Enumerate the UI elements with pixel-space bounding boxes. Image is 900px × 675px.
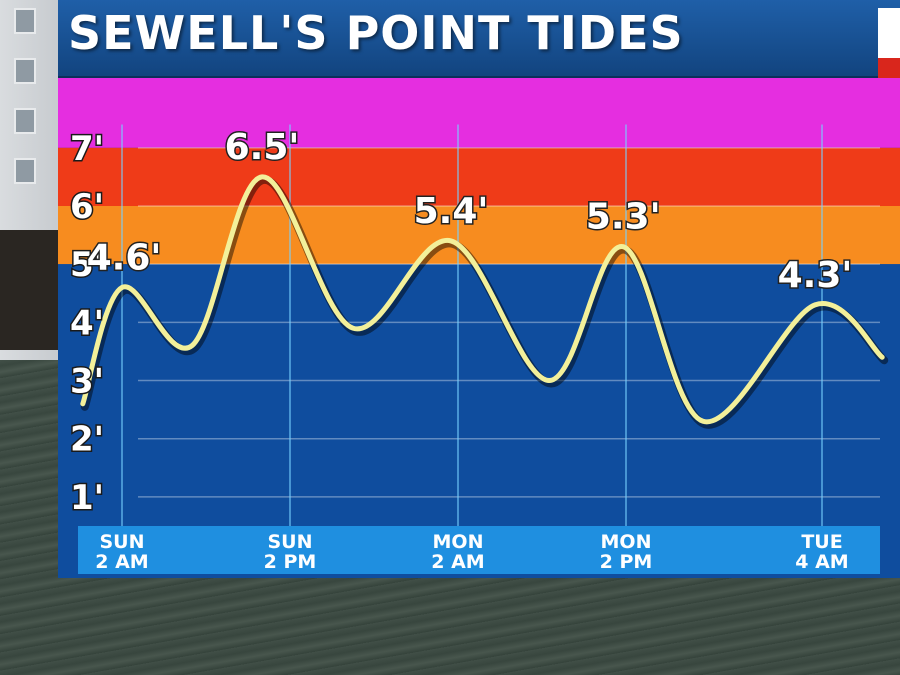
data-label: 4.6' [87,237,162,278]
building-window [14,8,36,34]
data-label: 5.4' [414,191,489,232]
x-tick-day-label: SUN [267,531,312,553]
y-tick-label: 6' [70,187,104,227]
data-label: 4.3' [778,255,853,296]
risk-band-1 [58,147,900,206]
x-tick-time-label: 2 PM [264,551,317,573]
risk-band-2 [58,206,900,265]
y-tick-label: 7' [70,129,104,169]
x-axis-bar [78,526,880,574]
x-tick-time-label: 2 AM [95,551,148,573]
x-tick-time-label: 2 AM [431,551,484,573]
title-bar: SEWELL'S POINT TIDES [58,0,900,84]
x-tick-day-label: SUN [99,531,144,553]
building-window [14,108,36,134]
y-axis-labels: 1' 2' 3' 4' 5' 6' 7' [69,127,106,519]
x-tick-day-label: MON [601,531,652,553]
building-window [14,158,36,184]
data-label: 6.5' [225,127,300,168]
tide-chart: SUN 2 AM SUN 2 PM MON 2 AM MON 2 PM TUE 4 AM 1' 2'… [58,78,900,578]
building-window [14,58,36,84]
risk-bands [58,78,900,526]
x-tick-day-label: MON [433,531,484,553]
station-logo-accent [878,58,900,84]
risk-band-3 [58,264,900,526]
x-tick-day-label: TUE [801,531,842,553]
y-tick-label: 5' [70,245,104,285]
y-tick-label: 4' [70,303,104,343]
tide-curve-group [80,174,889,429]
data-labels: 4.6' 6.5' 5.4' 5.3' 4.3' [85,125,854,297]
y-tick-label: 3' [70,362,104,402]
data-label: 5.3' [586,197,661,238]
x-tick-time-label: 2 PM [600,551,653,573]
page-title: SEWELL'S POINT TIDES [68,6,684,60]
risk-band-0 [58,78,900,148]
y-tick-label: 2' [70,420,104,460]
tide-curve [80,174,885,425]
x-tick-time-label: 4 AM [795,551,848,573]
y-tick-label: 1' [70,478,104,518]
chart-grid [121,124,880,526]
